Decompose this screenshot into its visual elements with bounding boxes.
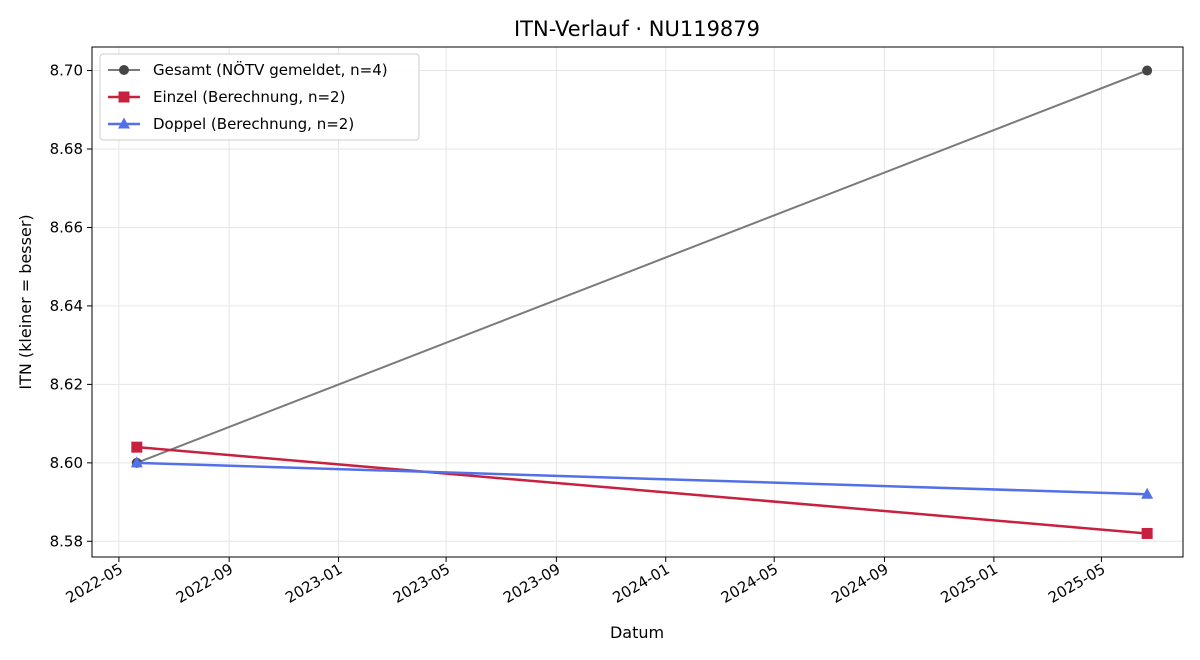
y-tick-label: 8.60 [50, 454, 83, 472]
data-point [130, 456, 143, 468]
x-axis-label: Datum [610, 623, 664, 642]
series-triangle [130, 456, 1154, 499]
plot-frame [91, 46, 1184, 558]
legend-box [99, 53, 420, 141]
legend-entry: Einzel (Berechnung, n=2) [108, 88, 345, 106]
series-line [136, 461, 1148, 496]
y-axis: 8.58 8.60 8.62 8.64 8.66 8.68 8.70 [50, 62, 92, 550]
legend-marker [118, 91, 130, 103]
data-point [1142, 65, 1153, 76]
legend-entry: Gesamt (NÖTV gemeldet, n=4) [108, 60, 388, 79]
y-tick-label: 8.64 [50, 297, 83, 315]
series-layer [130, 65, 1154, 539]
legend-label: Doppel (Berechnung, n=2) [153, 115, 354, 133]
data-point [1141, 527, 1153, 539]
data-point [131, 441, 143, 453]
series-square [131, 441, 1153, 539]
legend: Gesamt (NÖTV gemeldet, n=4) Einzel (Berec… [99, 53, 420, 141]
y-tick-label: 8.58 [50, 532, 83, 550]
y-tick-label: 8.62 [50, 375, 83, 393]
legend-label: Gesamt (NÖTV gemeldet, n=4) [153, 60, 388, 79]
legend-label: Einzel (Berechnung, n=2) [153, 88, 345, 106]
series-line [136, 69, 1148, 464]
chart-title: ITN-Verlauf · NU119879 [514, 17, 760, 41]
y-tick-label: 8.66 [50, 218, 83, 236]
y-axis-label: ITN (kleiner = besser) [16, 214, 35, 389]
y-tick-label: 8.70 [50, 62, 83, 80]
legend-marker [118, 117, 130, 129]
y-tick-label: 8.68 [50, 140, 83, 158]
legend-entry: Doppel (Berechnung, n=2) [108, 115, 354, 133]
series-line [136, 445, 1148, 535]
legend-marker [119, 65, 129, 75]
data-point [1141, 487, 1154, 499]
